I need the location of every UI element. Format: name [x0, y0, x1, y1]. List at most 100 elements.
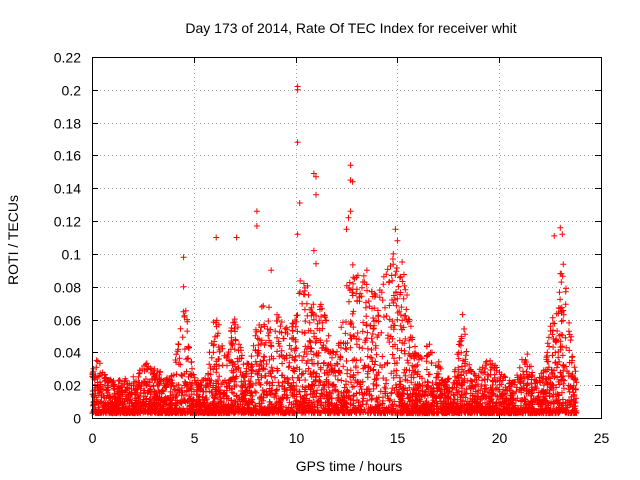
- data-point: [443, 403, 450, 410]
- data-point: [289, 374, 296, 381]
- data-point: [294, 410, 301, 417]
- data-point: [370, 366, 377, 373]
- data-point: [93, 396, 100, 403]
- data-point: [160, 402, 167, 408]
- data-point: [294, 364, 300, 371]
- data-point: [189, 365, 195, 372]
- data-point: [557, 270, 564, 277]
- data-point: [546, 390, 553, 397]
- data-point: [352, 405, 359, 412]
- data-point: [205, 371, 212, 378]
- data-point: [137, 389, 144, 396]
- data-point: [303, 360, 310, 367]
- data-point: [331, 367, 338, 374]
- data-point: [516, 364, 523, 371]
- data-point: [409, 391, 416, 398]
- data-point: [239, 396, 246, 403]
- data-point: [461, 389, 468, 396]
- data-point: [212, 386, 219, 393]
- data-point: [550, 344, 557, 351]
- data-point: [435, 358, 442, 365]
- data-point: [140, 390, 147, 397]
- data-point: [210, 349, 217, 356]
- data-point: [557, 224, 564, 231]
- data-point: [163, 384, 170, 391]
- data-point: [370, 406, 377, 413]
- data-point: [240, 361, 247, 368]
- data-point: [210, 398, 217, 405]
- data-point: [567, 337, 574, 344]
- data-point: [323, 367, 330, 374]
- data-point: [565, 370, 572, 377]
- data-point: [380, 314, 387, 320]
- data-point: [354, 272, 361, 279]
- data-point: [486, 393, 493, 400]
- data-point: [397, 378, 404, 385]
- data-point: [389, 335, 396, 342]
- data-point: [343, 346, 350, 353]
- data-point: [304, 312, 311, 319]
- x-tick-label: 25: [594, 430, 610, 446]
- data-point: [303, 391, 310, 398]
- data-point: [401, 401, 408, 408]
- data-point: [559, 343, 566, 350]
- data-point: [278, 352, 285, 358]
- data-point: [399, 385, 406, 392]
- data-point: [558, 279, 565, 286]
- data-point: [556, 358, 563, 365]
- data-point: [202, 407, 209, 413]
- data-point: [273, 402, 280, 409]
- data-point: [235, 347, 242, 354]
- y-tick-labels: 0 0.02 0.04 0.06 0.08 0.1 0.12 0.14 0.16 0.18 0.2 0…: [54, 50, 81, 427]
- data-point: [179, 334, 186, 341]
- data-point: [431, 402, 438, 409]
- data-point: [433, 398, 440, 405]
- data-point: [189, 380, 196, 387]
- x-tick-label: 10: [289, 430, 305, 446]
- data-point: [215, 321, 222, 328]
- data-point: [558, 318, 565, 325]
- data-point: [493, 364, 500, 371]
- data-point: [412, 343, 418, 350]
- data-point: [300, 291, 307, 298]
- data-point: [343, 358, 350, 364]
- data-point: [276, 382, 283, 389]
- data-point: [310, 170, 317, 177]
- data-point: [220, 395, 227, 402]
- data-point: [266, 304, 272, 311]
- data-point: [407, 323, 414, 330]
- data-point: [215, 383, 222, 390]
- data-point: [371, 305, 378, 312]
- data-point: [368, 354, 375, 361]
- data-point: [181, 398, 188, 404]
- data-point: [347, 162, 354, 169]
- data-point: [216, 373, 223, 380]
- data-point: [180, 254, 187, 261]
- data-point: [325, 384, 332, 391]
- data-point: [93, 357, 100, 364]
- data-point: [104, 387, 110, 394]
- data-point: [315, 397, 322, 404]
- data-point: [250, 342, 257, 349]
- data-point: [291, 387, 298, 394]
- data-point: [202, 375, 209, 382]
- data-point: [406, 344, 413, 351]
- data-point: [391, 360, 398, 367]
- data-point: [261, 321, 268, 328]
- data-point: [539, 400, 546, 407]
- data-point: [184, 328, 191, 335]
- data-point: [412, 368, 419, 375]
- data-point: [318, 345, 325, 352]
- data-point: [363, 321, 370, 328]
- data-point: [359, 345, 366, 352]
- data-point: [518, 389, 525, 396]
- data-point: [128, 399, 135, 406]
- data-point: [424, 383, 431, 390]
- data-point: [302, 318, 309, 325]
- data-point: [229, 340, 236, 347]
- data-point: [216, 408, 223, 415]
- data-point: [569, 371, 576, 378]
- data-point: [363, 281, 370, 288]
- data-point: [260, 302, 267, 309]
- data-point: [502, 384, 509, 391]
